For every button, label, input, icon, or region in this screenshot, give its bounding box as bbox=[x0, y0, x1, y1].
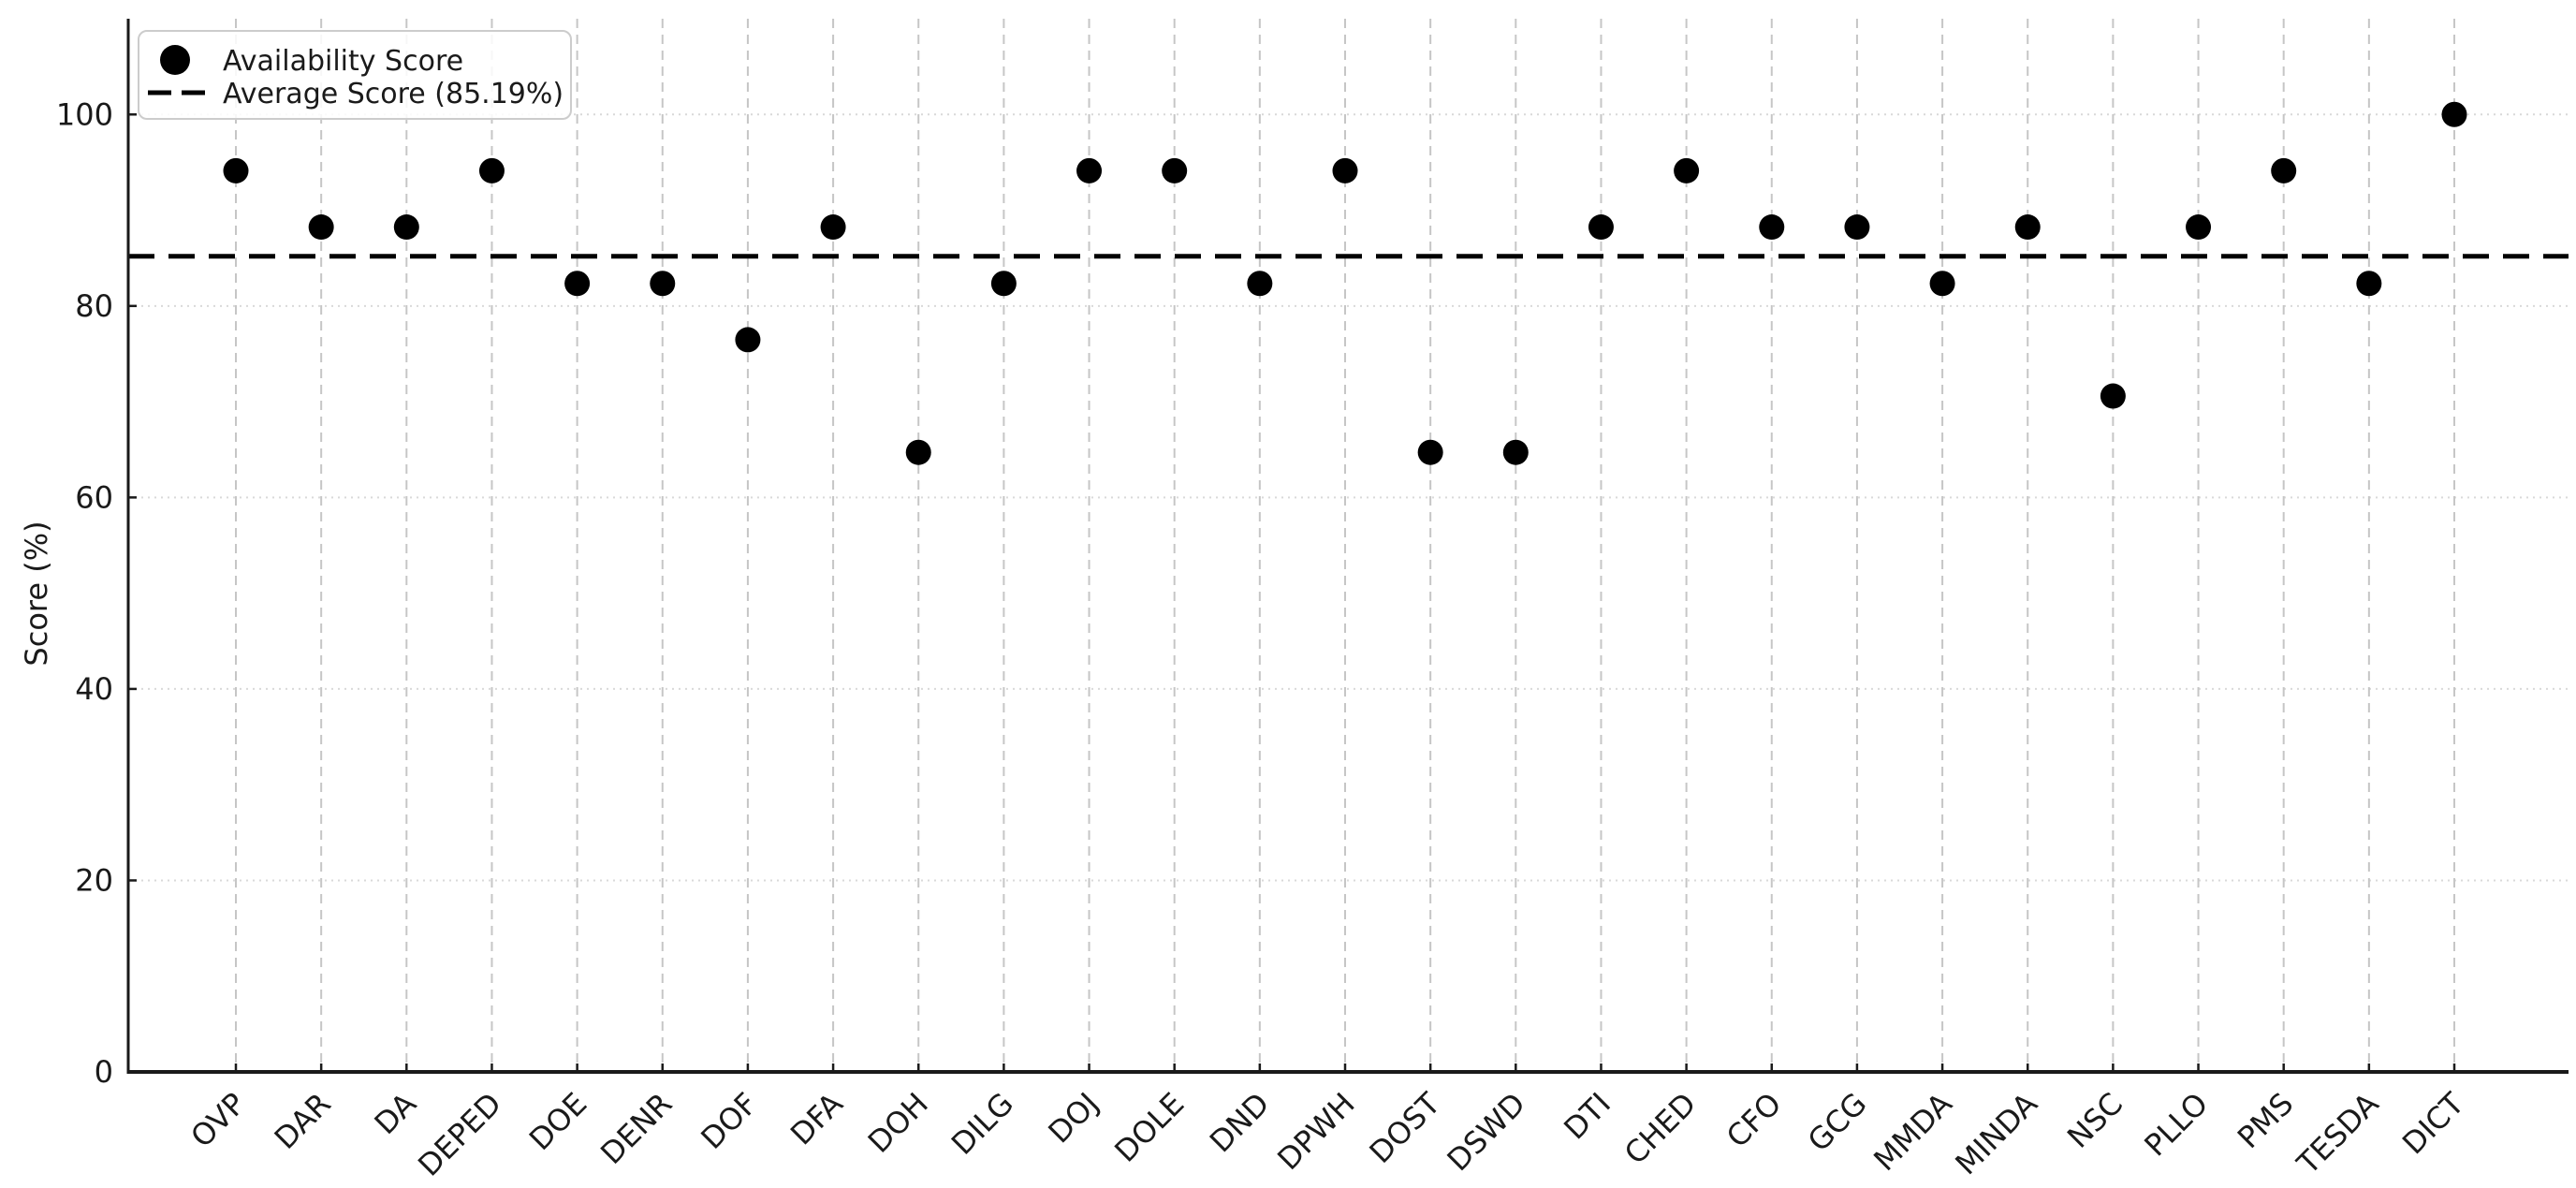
x-tick-label: DILG bbox=[944, 1086, 1020, 1162]
x-tick-label: PMS bbox=[2231, 1086, 2300, 1155]
x-tick-label: DOJ bbox=[1041, 1086, 1105, 1151]
y-tick-label: 40 bbox=[75, 671, 113, 707]
data-point bbox=[650, 271, 676, 297]
x-tick-label: NSC bbox=[2060, 1086, 2130, 1155]
x-tick-label: DENR bbox=[593, 1086, 679, 1171]
data-point bbox=[1929, 271, 1955, 297]
data-point bbox=[1162, 157, 1188, 183]
data-point bbox=[223, 157, 249, 183]
x-tick-label: DTI bbox=[1557, 1086, 1617, 1147]
data-point bbox=[1332, 157, 1358, 183]
x-tick-label: DSWD bbox=[1441, 1086, 1532, 1178]
legend-label-average-score: Average Score (85.19%) bbox=[223, 78, 564, 110]
data-point bbox=[1588, 214, 1614, 241]
data-point bbox=[2186, 214, 2212, 241]
y-tick-label: 20 bbox=[75, 862, 113, 898]
legend-box bbox=[138, 30, 572, 120]
y-tick-label: 60 bbox=[75, 479, 113, 515]
x-axis-ticks bbox=[234, 1063, 2456, 1072]
data-point bbox=[820, 214, 846, 241]
data-point bbox=[308, 214, 334, 241]
x-tick-label: DA bbox=[368, 1086, 423, 1141]
data-points bbox=[223, 101, 2467, 465]
legend-label-availability-score: Availability Score bbox=[223, 45, 463, 78]
x-tick-label: DAR bbox=[268, 1086, 338, 1156]
y-axis-tick-labels: 0 20 40 60 80 100 bbox=[56, 96, 113, 1090]
data-point bbox=[735, 327, 761, 353]
x-tick-label: DOST bbox=[1363, 1085, 1448, 1170]
y-axis-ticks bbox=[128, 113, 137, 1074]
y-tick-label: 100 bbox=[56, 96, 113, 132]
data-point bbox=[1674, 157, 1700, 183]
y-axis-title: Score (%) bbox=[19, 521, 54, 666]
x-tick-label: DOF bbox=[694, 1086, 764, 1156]
data-point bbox=[393, 214, 419, 241]
x-tick-label: DICT bbox=[2395, 1085, 2471, 1161]
y-tick-label: 80 bbox=[75, 288, 113, 324]
data-point bbox=[478, 157, 505, 183]
vertical-gridlines bbox=[235, 19, 2455, 1072]
x-tick-label: MMDA bbox=[1866, 1086, 1958, 1178]
x-tick-label: GCG bbox=[1801, 1086, 1874, 1159]
data-point bbox=[1502, 439, 1529, 465]
data-point bbox=[2356, 271, 2382, 297]
x-tick-label: PLLO bbox=[2137, 1086, 2215, 1164]
data-point bbox=[990, 271, 1017, 297]
x-tick-label: DND bbox=[1203, 1086, 1277, 1160]
data-point bbox=[2014, 214, 2041, 241]
data-point bbox=[1417, 439, 1443, 465]
x-tick-label: CFO bbox=[1720, 1086, 1788, 1154]
data-point bbox=[1844, 214, 1870, 241]
x-tick-label: DOLE bbox=[1107, 1086, 1191, 1169]
x-tick-label: DOE bbox=[522, 1086, 593, 1157]
data-point bbox=[2100, 383, 2126, 409]
x-tick-label: TESDA bbox=[2290, 1086, 2386, 1182]
x-tick-label: MINDA bbox=[1948, 1086, 2044, 1182]
x-tick-label: DPWH bbox=[1270, 1086, 1361, 1177]
y-tick-label: 0 bbox=[95, 1054, 113, 1090]
legend-circle-marker-icon bbox=[160, 45, 190, 75]
data-point bbox=[1759, 214, 1785, 241]
data-point bbox=[1247, 271, 1273, 297]
x-tick-label: DOH bbox=[861, 1086, 935, 1160]
data-point bbox=[2441, 101, 2467, 127]
x-tick-label: CHED bbox=[1617, 1086, 1703, 1171]
x-tick-label: DEPED bbox=[411, 1086, 508, 1183]
x-tick-label: OVP bbox=[183, 1086, 252, 1154]
data-point bbox=[2271, 157, 2297, 183]
data-point bbox=[564, 271, 591, 297]
legend: Availability Score Average Score (85.19%… bbox=[138, 30, 572, 120]
x-tick-label: DFA bbox=[783, 1086, 850, 1152]
data-point bbox=[905, 439, 931, 465]
data-point bbox=[1076, 157, 1103, 183]
